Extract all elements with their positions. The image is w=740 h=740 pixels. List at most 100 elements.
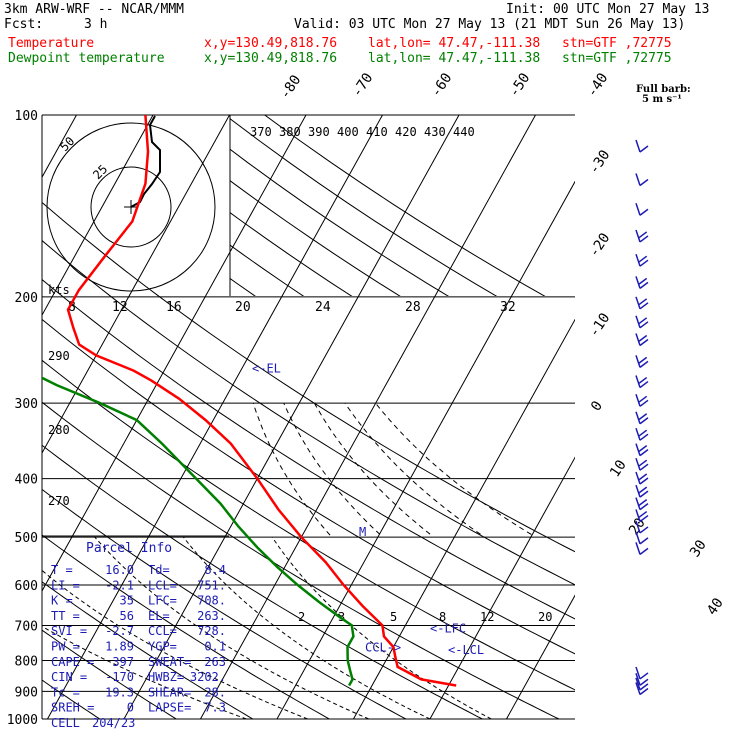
parcel-info-label: CAPE = [51, 655, 94, 669]
moist-adiabat-group [42, 536, 492, 719]
wind-barb-staff [635, 203, 641, 216]
wind-barb-staff [635, 677, 641, 691]
wind-barb-feather [639, 477, 649, 485]
isotherm-line [276, 180, 575, 719]
isotherm-label: -80 [277, 72, 304, 102]
temperature-trace [66, 115, 457, 687]
mixing-ratio-label: 2 [298, 610, 305, 624]
wind-barb-feather [639, 417, 649, 425]
parcel-info-value: 263 [204, 655, 226, 669]
wind-barb [635, 296, 649, 310]
parcel-info-label: PW = [51, 640, 80, 654]
dry-adiabat-line [42, 239, 575, 586]
isotherm-line [47, 115, 383, 719]
dry-adiabat-line [42, 278, 575, 620]
dry-adiabat-line [42, 581, 254, 719]
wind-barb [635, 276, 649, 289]
wind-barb-staff [635, 497, 641, 510]
temperature-xy: x,y=130.49,818.76 [204, 36, 338, 51]
wind-barb [635, 677, 649, 691]
wind-barb [635, 427, 649, 441]
parcel-info-value: 35 [120, 594, 134, 608]
level-annotation: CCL-> [365, 641, 401, 655]
hodograph-ring-label: 25 [90, 162, 110, 182]
mixing-ratio-label: 5 [390, 610, 397, 624]
wind-barb [635, 673, 649, 686]
parcel-info-value: 56 [120, 609, 134, 623]
wind-barb-staff [635, 471, 641, 485]
isotherm-label: -40 [584, 70, 611, 100]
level-annotation: <-EL [252, 362, 281, 376]
wind-barb-staff [635, 394, 641, 407]
init-time: Init: 00 UTC Mon 27 May 13 [506, 2, 710, 17]
wind-barb-feather [638, 395, 648, 403]
wind-barb-feather [638, 445, 648, 453]
wind-barb-feather [639, 547, 649, 555]
wind-barb [635, 315, 649, 329]
parcel-info-label: SHEAR= [148, 685, 191, 699]
wind-barb-feather [638, 499, 648, 507]
hodograph: 25 50 [46, 115, 216, 292]
dry-adiabat-line [42, 629, 177, 719]
parcel-info-value: 8.4 [204, 563, 226, 577]
valid-time: Valid: 03 UTC Mon 27 May 13 (21 MDT Sun … [294, 17, 686, 32]
forecast-label: Fcst: [4, 17, 44, 32]
parcel-info-label: K = [51, 594, 73, 608]
pressure-tick-label: 500 [15, 531, 38, 546]
parcel-info-value: 28. [204, 685, 226, 699]
wind-barb [635, 531, 649, 545]
mixing-ratio-label: 32 [500, 300, 516, 315]
upper-moist-adiabat-group [252, 402, 535, 536]
dewpoint-latlon: lat,lon= 47.47,-111.38 [368, 51, 541, 66]
wind-barb-feather [639, 360, 649, 368]
parcel-info-label: SWEAT= [148, 655, 191, 669]
moist-adiabat-line [94, 536, 370, 719]
wind-barb-feather [639, 687, 649, 696]
parcel-info-label: CCL= [148, 624, 177, 638]
parcel-info-value: 728. [197, 624, 226, 638]
wind-barb-staff [635, 531, 641, 545]
wind-barb-feather [639, 683, 649, 691]
wind-barb-feather [639, 672, 649, 680]
wind-barb-feather [638, 429, 648, 437]
wind-barb-feather [639, 503, 649, 511]
parcel-info-panel: Parcel Info T = 16.0 LI = -2.1 K = 35 TT = 56 SVI… [51, 541, 226, 730]
isotherm-label: -30 [586, 147, 613, 177]
wind-barb [635, 457, 649, 471]
wind-barb-staff [635, 457, 641, 471]
wind-barb-staff [635, 229, 641, 243]
wind-barb-feather [638, 334, 648, 343]
wind-barb [635, 682, 649, 696]
parcel-info-label: EL= [148, 609, 170, 623]
isotherm-line [506, 594, 575, 719]
isotherm-label: -60 [428, 70, 455, 100]
parcel-info-value: 19.3 [105, 685, 134, 699]
wind-barb-feather [639, 302, 649, 310]
parcel-info-title: Parcel Info [86, 541, 172, 556]
mixing-ratio-label: 20 [235, 300, 251, 315]
hodograph-ring-inner [90, 166, 172, 248]
wind-barb-feather [638, 459, 648, 467]
parcel-info-value: 751. [197, 578, 226, 592]
wind-barb [635, 666, 649, 680]
isotherm-label: 0 [588, 398, 606, 414]
level-annotation: <-LFC [430, 621, 466, 635]
wind-barb-feather [639, 321, 649, 329]
isotherm-line [583, 115, 740, 719]
parcel-info-value: 263. [197, 609, 226, 623]
wind-barb-feather [639, 490, 649, 498]
dry-adiabat-line [230, 118, 498, 296]
dry-adiabat-label: 430 [424, 125, 446, 139]
wind-barb [635, 520, 649, 534]
isotherm-label: -20 [586, 230, 613, 260]
parcel-info-label: LFC= [148, 594, 177, 608]
isotherm-line [429, 456, 575, 719]
parcel-info-value: 1.89 [105, 640, 134, 654]
dry-adiabat-line [42, 318, 575, 655]
isotherm-line [123, 115, 460, 719]
pressure-tick-label: 100 [15, 109, 38, 124]
dewpoint-legend: Dewpoint temperature [8, 51, 165, 66]
wind-barb [635, 375, 649, 389]
parcel-info-value: 7.3 [204, 701, 226, 715]
wind-barb-feather [639, 259, 649, 267]
